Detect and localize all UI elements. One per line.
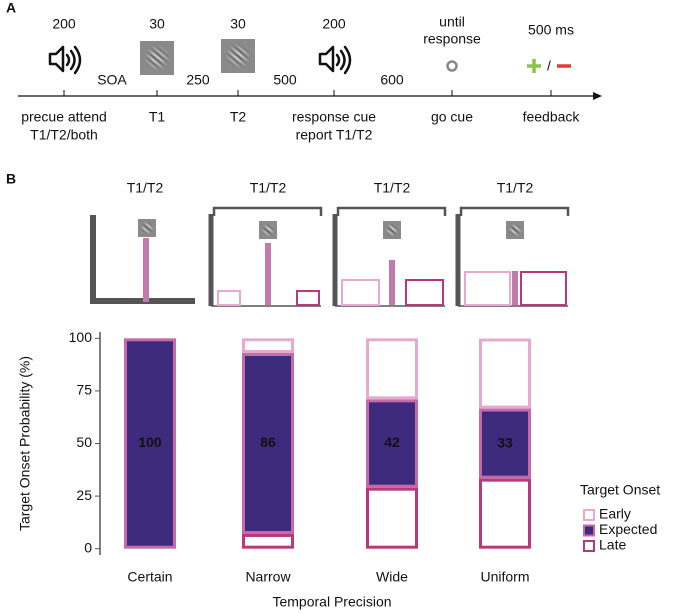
- bar-segment: [366, 338, 418, 400]
- legend-label: Late: [599, 537, 626, 553]
- schematic-bracket: [212, 206, 323, 216]
- schematic-bracket: [459, 206, 570, 216]
- event-label: go cue: [431, 109, 473, 125]
- duration-label: until: [439, 14, 465, 30]
- schematic-bracket: [336, 206, 447, 216]
- gabor-mask: [140, 41, 174, 75]
- interval-label: SOA: [97, 72, 127, 88]
- x-axis-title: Temporal Precision: [272, 594, 391, 610]
- feedback-separator: /: [547, 58, 551, 74]
- y-tick-label: 75: [76, 382, 92, 398]
- bar-segment: [479, 478, 531, 549]
- timeline-arrow: [593, 92, 602, 100]
- speaker-icon: [318, 45, 335, 73]
- speaker-icon: [48, 45, 65, 73]
- legend-swatch: [583, 524, 595, 537]
- bar-segment: [242, 338, 294, 354]
- schematic-label: T1/T2: [374, 180, 411, 196]
- gabor-mask: [259, 221, 277, 239]
- event-label: response cue: [292, 109, 376, 125]
- event-label: T1: [149, 109, 166, 125]
- schematic-late: [405, 279, 444, 306]
- data-label: 33: [497, 434, 513, 450]
- panel-label: A: [6, 0, 16, 16]
- bar-segment: [479, 338, 531, 409]
- legend-label: Early: [599, 506, 631, 522]
- event-label: report T1/T2: [296, 127, 373, 143]
- gabor-mask: [383, 221, 401, 239]
- data-label: 86: [260, 434, 276, 450]
- schematic-label: T1/T2: [497, 180, 534, 196]
- bar-segment: [479, 408, 531, 479]
- legend-swatch: [583, 509, 595, 521]
- legend-swatch: [583, 540, 595, 552]
- schematic-peak: [143, 238, 149, 302]
- event-label: feedback: [523, 109, 581, 125]
- sound-wave: [65, 45, 82, 75]
- plus-icon: [527, 59, 541, 73]
- x-tick-label: Certain: [127, 569, 172, 585]
- x-tick-label: Narrow: [245, 569, 291, 585]
- schematic-peak: [389, 260, 395, 305]
- legend-label: Expected: [599, 521, 657, 537]
- bar-segment: [242, 353, 294, 534]
- x-tick-label: Wide: [376, 569, 408, 585]
- gabor-mask: [506, 221, 524, 239]
- y-tick-label: 0: [84, 539, 92, 555]
- schematic-early: [341, 279, 380, 306]
- schematic-peak: [512, 271, 518, 305]
- x-tick-label: Uniform: [480, 569, 529, 585]
- y-tick-label: 25: [76, 487, 92, 503]
- sound-wave: [335, 45, 352, 75]
- bar-segment: [366, 487, 418, 549]
- schematic-label: T1/T2: [127, 180, 164, 196]
- duration-label: 200: [322, 16, 346, 32]
- duration-label: 200: [52, 16, 76, 32]
- schematic-peak: [265, 243, 271, 305]
- schematic-late: [296, 290, 320, 306]
- duration-label: response: [423, 31, 481, 47]
- duration-label: 30: [230, 16, 246, 32]
- interval-label: 250: [186, 72, 210, 88]
- event-label: precue attend: [21, 109, 107, 125]
- bar-segment: [124, 338, 176, 549]
- duration-label: 500 ms: [528, 22, 574, 38]
- bar-segment: [242, 533, 294, 549]
- schematic-early: [217, 290, 241, 306]
- gabor-mask: [138, 219, 156, 237]
- y-tick-label: 100: [69, 329, 93, 345]
- schematic-late: [520, 271, 567, 306]
- interval-label: 500: [273, 72, 297, 88]
- event-label: T2: [230, 109, 247, 125]
- schematic-axis: [90, 215, 195, 304]
- gabor-mask: [221, 39, 255, 73]
- schematic-early: [464, 271, 511, 306]
- panel-label: B: [6, 171, 16, 187]
- data-label: 100: [138, 434, 162, 450]
- event-label: T1/T2/both: [30, 127, 98, 143]
- data-label: 42: [384, 434, 400, 450]
- bar-segment: [366, 399, 418, 488]
- go-cue-icon: [446, 60, 458, 72]
- interval-label: 600: [380, 72, 404, 88]
- duration-label: 30: [149, 16, 165, 32]
- schematic-label: T1/T2: [250, 180, 287, 196]
- y-axis-title: Target Onset Probability (%): [17, 356, 33, 531]
- y-tick-label: 50: [76, 434, 92, 450]
- legend-title: Target Onset: [580, 482, 660, 498]
